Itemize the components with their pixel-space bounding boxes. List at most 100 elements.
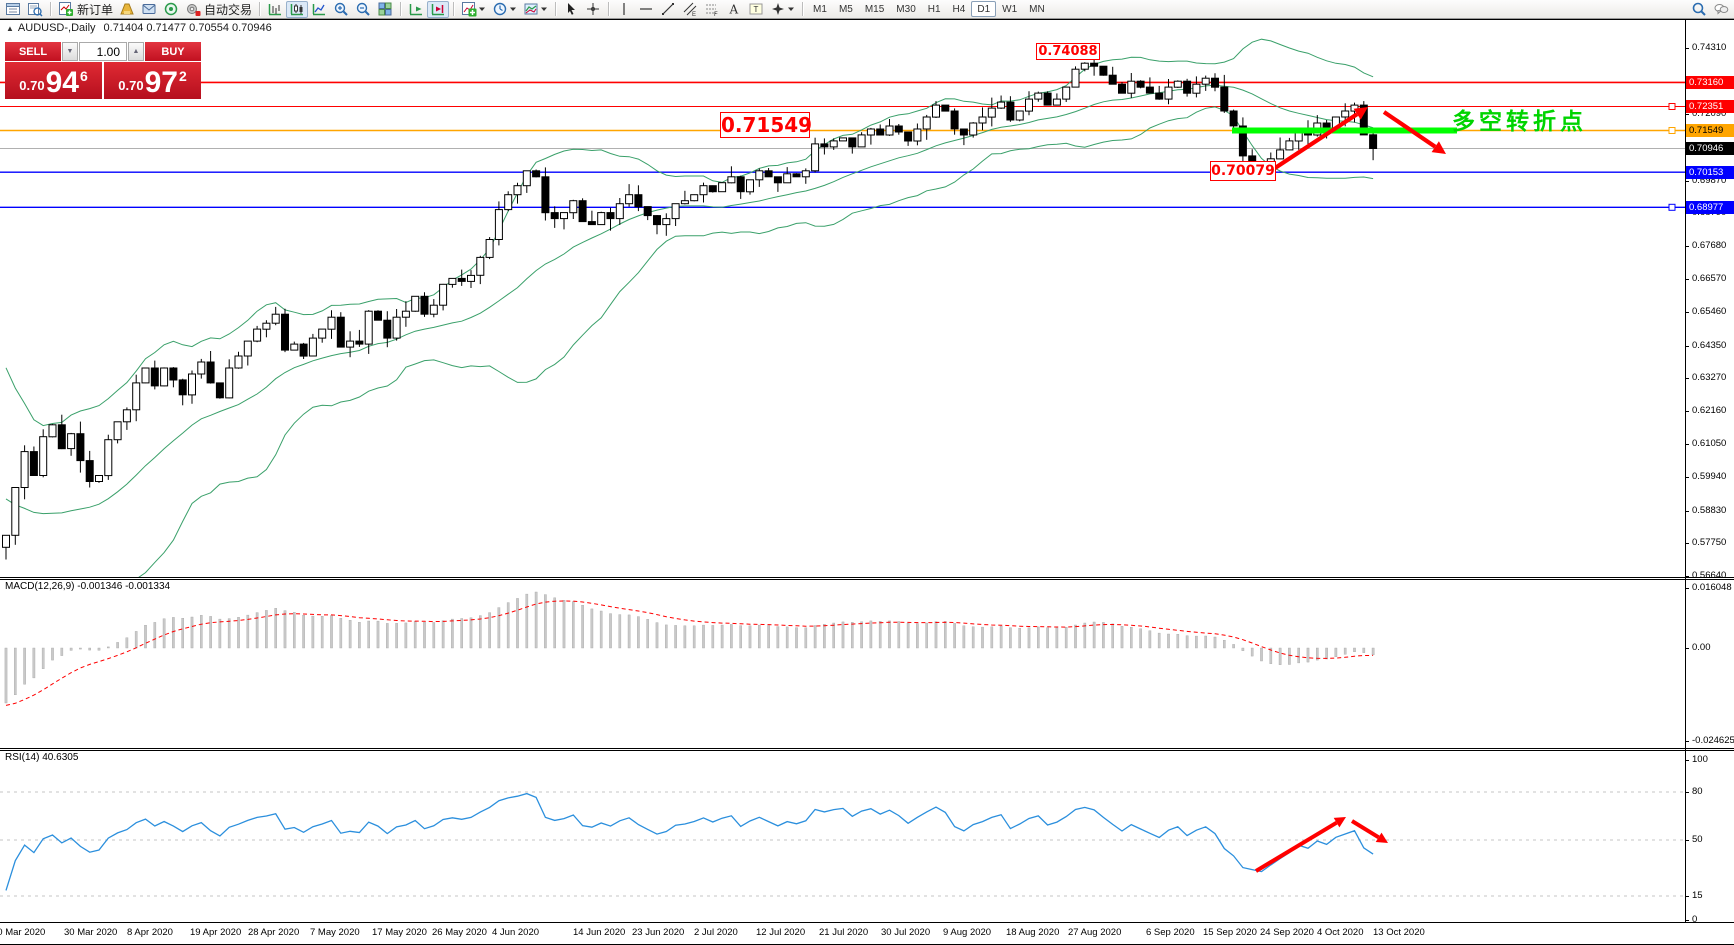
date-label: 19 Apr 2020 [190,927,242,938]
axis-tick-label: 0.58830 [1692,504,1727,516]
sell-price-small: 0.70 [19,78,45,93]
date-axis[interactable]: 20 Mar 2020 30 Mar 2020 8 Apr 2020 19 Apr 2… [0,923,1734,944]
pivot-level-bar[interactable] [1232,127,1457,134]
line-chart-icon[interactable] [308,1,330,18]
sell-button[interactable]: SELL [5,42,61,61]
timeframe-button-m15[interactable]: M15 [864,3,885,15]
price-callout-low[interactable]: 0.70079 [1210,161,1276,181]
timeframe-button-h4[interactable]: H4 [952,3,966,15]
buy-button[interactable]: BUY [145,42,201,61]
bar-chart-icon[interactable] [264,1,286,18]
pivot-annotation-text[interactable]: 多空转折点 [1452,108,1587,134]
sell-price-big: 94 [45,66,79,99]
charts-panel-icon[interactable] [2,1,24,18]
toolbar-separator [259,2,261,16]
new-order-button[interactable]: 新订单 [55,1,116,18]
zoom-out-icon[interactable] [352,1,374,18]
main-price-chart[interactable] [0,20,1685,577]
axis-tick-label: 0.64350 [1692,339,1727,351]
bollinger-bands[interactable] [5,38,1374,577]
trend-arrows[interactable] [1270,107,1446,172]
axis-tick-label: 0.67680 [1692,240,1727,252]
data-window-icon[interactable] [24,1,46,18]
pane-separator[interactable] [0,750,1734,751]
price-level-label[interactable]: 0.70153 [1686,166,1734,179]
horizontal-line-icon[interactable] [635,1,657,18]
axis-tick [1685,312,1689,314]
price-level-label[interactable]: 0.70946 [1686,142,1734,155]
crosshair-icon[interactable] [582,1,604,18]
axis-tick [1685,648,1689,649]
pane-separator[interactable] [0,577,1734,578]
timeframe-button-h1[interactable]: H1 [927,3,941,15]
axis-tick-label: 0.63270 [1692,371,1727,383]
indicators-dropdown[interactable] [458,1,489,18]
trendline-icon[interactable] [657,1,679,18]
sell-price-sup: 6 [79,68,88,84]
price-level-label[interactable]: 0.73160 [1686,76,1734,89]
timeframe-button-mn[interactable]: MN [1029,3,1045,15]
price-level-label[interactable]: 0.68977 [1686,201,1734,214]
axis-tick [1685,377,1689,379]
tile-windows-icon[interactable] [374,1,396,18]
collapse-panel-icon[interactable]: ▲ [6,24,14,33]
date-label: 4 Jun 2020 [492,927,540,938]
arrows-dropdown[interactable] [767,1,798,18]
date-label: 30 Mar 2020 [64,927,118,938]
chart-shift-icon[interactable] [427,0,450,18]
timeframe-button-m1[interactable]: M1 [813,3,827,15]
axis-tick [1685,575,1689,577]
pane-separator[interactable] [0,579,1734,580]
zoom-in-icon[interactable] [330,1,352,18]
candlestick-chart-icon[interactable] [286,0,309,18]
rsi-indicator-pane[interactable] [0,751,1685,922]
autotrading-button[interactable]: 自动交易 [182,1,255,18]
axis-tick-label: 80 [1692,786,1703,797]
timeframe-button-m5[interactable]: M5 [838,3,853,15]
axis-tick-label: 0.61050 [1692,438,1727,450]
macd-indicator-pane[interactable] [0,580,1685,748]
text-label-icon[interactable]: T [745,1,767,18]
auto-scroll-icon[interactable] [405,1,427,18]
axis-tick [1685,114,1689,116]
date-label: 26 May 2020 [432,927,487,938]
price-level-label[interactable]: 0.71549 [1686,124,1734,137]
pane-separator[interactable] [0,748,1734,749]
search-icon[interactable] [1688,1,1710,18]
fibonacci-icon[interactable]: F [701,1,723,18]
axis-tick [1685,920,1689,921]
volume-decrease-button[interactable]: ▼ [62,42,78,61]
one-click-trading-panel: SELL ▼ 1.00 ▲ BUY 0.70 94 6 0.70 97 2 [5,42,201,99]
terminal-icon[interactable] [138,1,160,18]
chat-icon[interactable] [1710,1,1732,18]
date-label: 13 Oct 2020 [1373,927,1425,938]
volume-increase-button[interactable]: ▲ [128,42,144,61]
volume-input[interactable]: 1.00 [79,42,127,61]
price-callout-high[interactable]: 0.74088 [1036,43,1100,60]
sell-price-display[interactable]: 0.70 94 6 [5,62,102,99]
buy-price-display[interactable]: 0.70 97 2 [104,62,201,99]
timeframe-button-d1[interactable]: D1 [971,1,997,17]
date-label: 21 Jul 2020 [819,927,869,938]
price-level-label[interactable]: 0.72351 [1686,100,1734,113]
date-label: 15 Sep 2020 [1203,927,1257,938]
text-icon[interactable]: A [723,1,745,18]
buy-price-big: 97 [144,66,178,99]
rsi-trend-arrows[interactable] [1254,817,1388,873]
timeframe-button-w1[interactable]: W1 [1002,3,1018,15]
timeframe-button-m30[interactable]: M30 [896,3,916,15]
axis-tick [1685,444,1689,446]
metaeditor-icon[interactable] [116,1,138,18]
date-label: 28 Apr 2020 [248,927,300,938]
equidistant-channel-icon[interactable]: E [679,1,701,18]
cursor-icon[interactable] [560,1,582,18]
macd-signal-line [5,600,1374,706]
axis-tick-label: 0.62160 [1692,405,1727,416]
toolbar-separator [555,2,557,16]
price-callout-pivot[interactable]: 0.71549 [720,112,813,138]
templates-dropdown[interactable] [520,1,551,18]
signals-icon[interactable] [160,1,182,18]
date-label: 17 May 2020 [372,927,427,938]
vertical-line-icon[interactable] [613,1,635,18]
periods-dropdown[interactable] [489,1,520,18]
